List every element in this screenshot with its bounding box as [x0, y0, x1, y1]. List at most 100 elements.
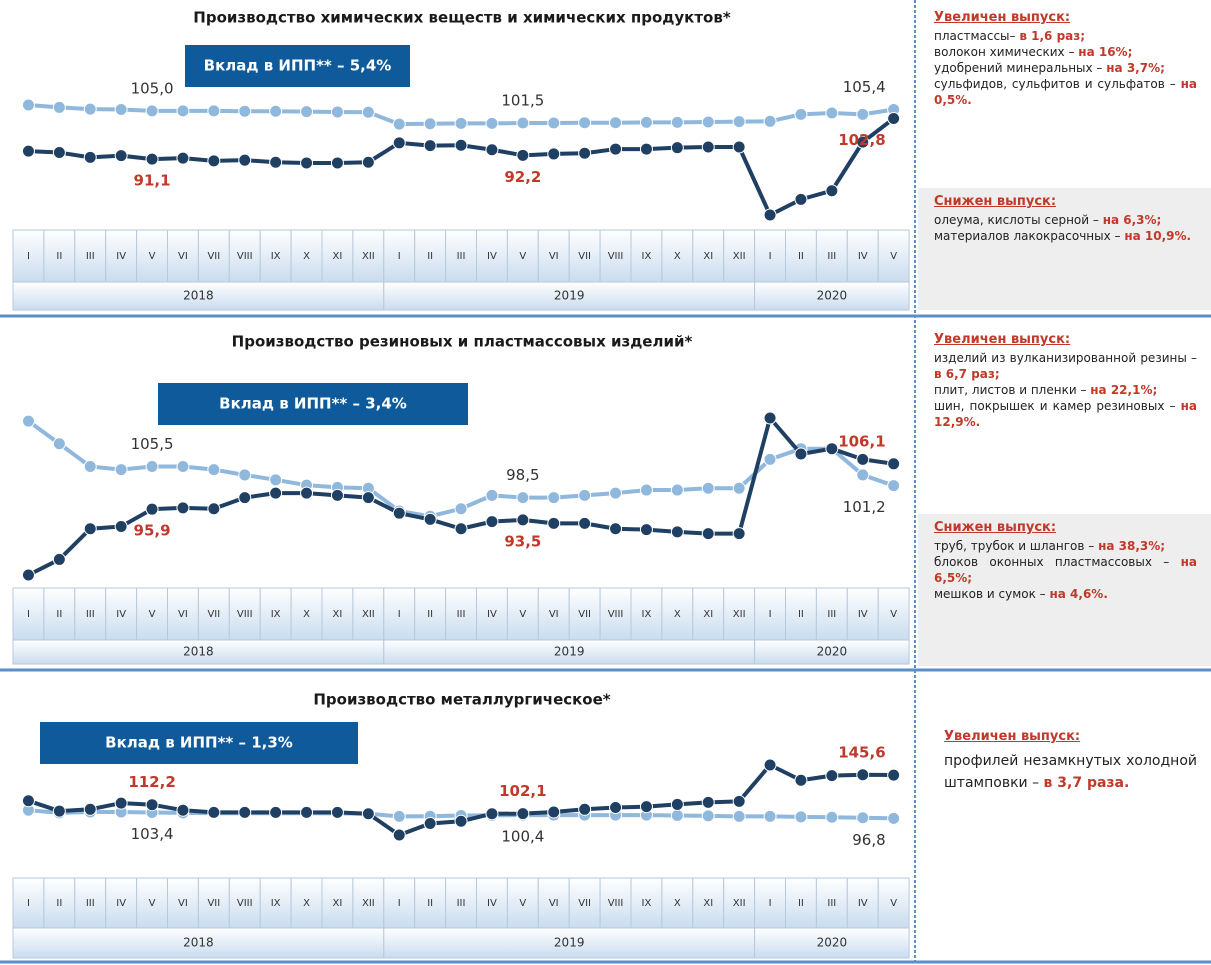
point	[732, 140, 746, 154]
x-tick-label: III	[457, 251, 466, 262]
x-tick-label: IX	[271, 251, 281, 262]
point	[578, 516, 592, 530]
month-cell	[321, 587, 354, 641]
point	[516, 116, 530, 130]
x-tick-label: X	[303, 898, 310, 909]
point	[887, 457, 901, 471]
month-cell	[383, 587, 416, 641]
month-cell	[167, 229, 199, 283]
point	[856, 452, 870, 466]
year-label: 2019	[554, 936, 585, 950]
month-cell	[476, 877, 508, 929]
point	[145, 152, 159, 166]
value-label: 112,2	[128, 773, 175, 791]
point	[578, 116, 592, 130]
month-cell	[723, 229, 756, 283]
x-tick-label: II	[56, 609, 62, 620]
year-cell	[383, 281, 756, 311]
point	[609, 116, 623, 130]
x-tick-label: III	[827, 251, 836, 262]
x-tick-label: XII	[362, 609, 375, 620]
point	[238, 153, 252, 167]
point	[732, 481, 746, 495]
point	[887, 479, 901, 493]
point	[701, 527, 715, 541]
x-tick-label: II	[798, 609, 804, 620]
x-tick-label: V	[149, 609, 156, 620]
x-tick-label: V	[519, 898, 526, 909]
point	[207, 463, 221, 477]
x-tick-label: V	[519, 609, 526, 620]
x-tick-label: I	[769, 251, 772, 262]
x-tick-label: V	[890, 609, 897, 620]
chart-title: Производство химических веществ и химиче…	[193, 9, 731, 27]
year-label: 2018	[183, 936, 214, 950]
point	[300, 486, 314, 500]
point	[547, 147, 561, 161]
point	[392, 136, 406, 150]
point	[609, 486, 623, 500]
point	[609, 142, 623, 156]
side-highlight: на 16%;	[1078, 45, 1133, 59]
month-cell	[414, 587, 447, 641]
side-heading: Увеличен выпуск:	[944, 729, 1081, 744]
x-tick-label: VIII	[608, 251, 624, 262]
month-cell	[877, 587, 910, 641]
point	[763, 758, 777, 772]
point	[114, 796, 128, 810]
side-text: материалов лакокрасочных –	[934, 229, 1125, 243]
value-label: 92,2	[504, 168, 541, 186]
point	[21, 414, 35, 428]
point	[670, 483, 684, 497]
year-label: 2019	[554, 645, 585, 659]
point	[114, 103, 128, 117]
month-cell	[445, 229, 478, 283]
month-cell	[785, 587, 817, 641]
x-tick-label: IV	[487, 898, 497, 909]
point	[176, 104, 190, 118]
point	[485, 143, 499, 157]
x-tick-label: III	[457, 898, 466, 909]
value-label: 101,5	[501, 92, 544, 110]
month-cell	[136, 229, 169, 283]
badge	[40, 722, 358, 764]
x-tick-label: I	[398, 898, 401, 909]
side-highlight: на 6,5%;	[934, 555, 1197, 585]
point	[176, 459, 190, 473]
point	[670, 809, 684, 823]
series-line	[28, 116, 895, 217]
x-tick-label: III	[86, 898, 95, 909]
x-tick-label: X	[674, 251, 681, 262]
side-item: профилей незамкнутых холодной штамповки …	[944, 750, 1197, 794]
x-tick-label: XII	[362, 898, 375, 909]
x-tick-label: IX	[271, 609, 281, 620]
x-tick-label: XI	[703, 609, 713, 620]
point	[701, 115, 715, 129]
x-tick-label: VIII	[237, 898, 253, 909]
value-label: 105,0	[131, 79, 174, 97]
point	[732, 115, 746, 129]
side-text: плит, листов и пленки –	[934, 383, 1091, 397]
x-tick-label: IV	[116, 898, 126, 909]
point	[825, 442, 839, 456]
point	[763, 452, 777, 466]
point	[114, 520, 128, 534]
point	[547, 491, 561, 505]
month-cell	[321, 877, 354, 929]
month-cell	[105, 587, 138, 641]
point	[176, 151, 190, 165]
point	[145, 798, 159, 812]
side-text: сульфидов, сульфитов и сульфатов –	[934, 77, 1181, 91]
point	[578, 488, 592, 502]
x-tick-label: VI	[549, 251, 559, 262]
year-label: 2018	[183, 289, 214, 303]
point	[794, 810, 808, 824]
month-cell	[785, 229, 817, 283]
month-cell	[877, 229, 910, 283]
point	[516, 513, 530, 527]
point	[454, 814, 468, 828]
badge	[185, 45, 410, 87]
point	[670, 141, 684, 155]
x-tick-label: VII	[578, 609, 591, 620]
